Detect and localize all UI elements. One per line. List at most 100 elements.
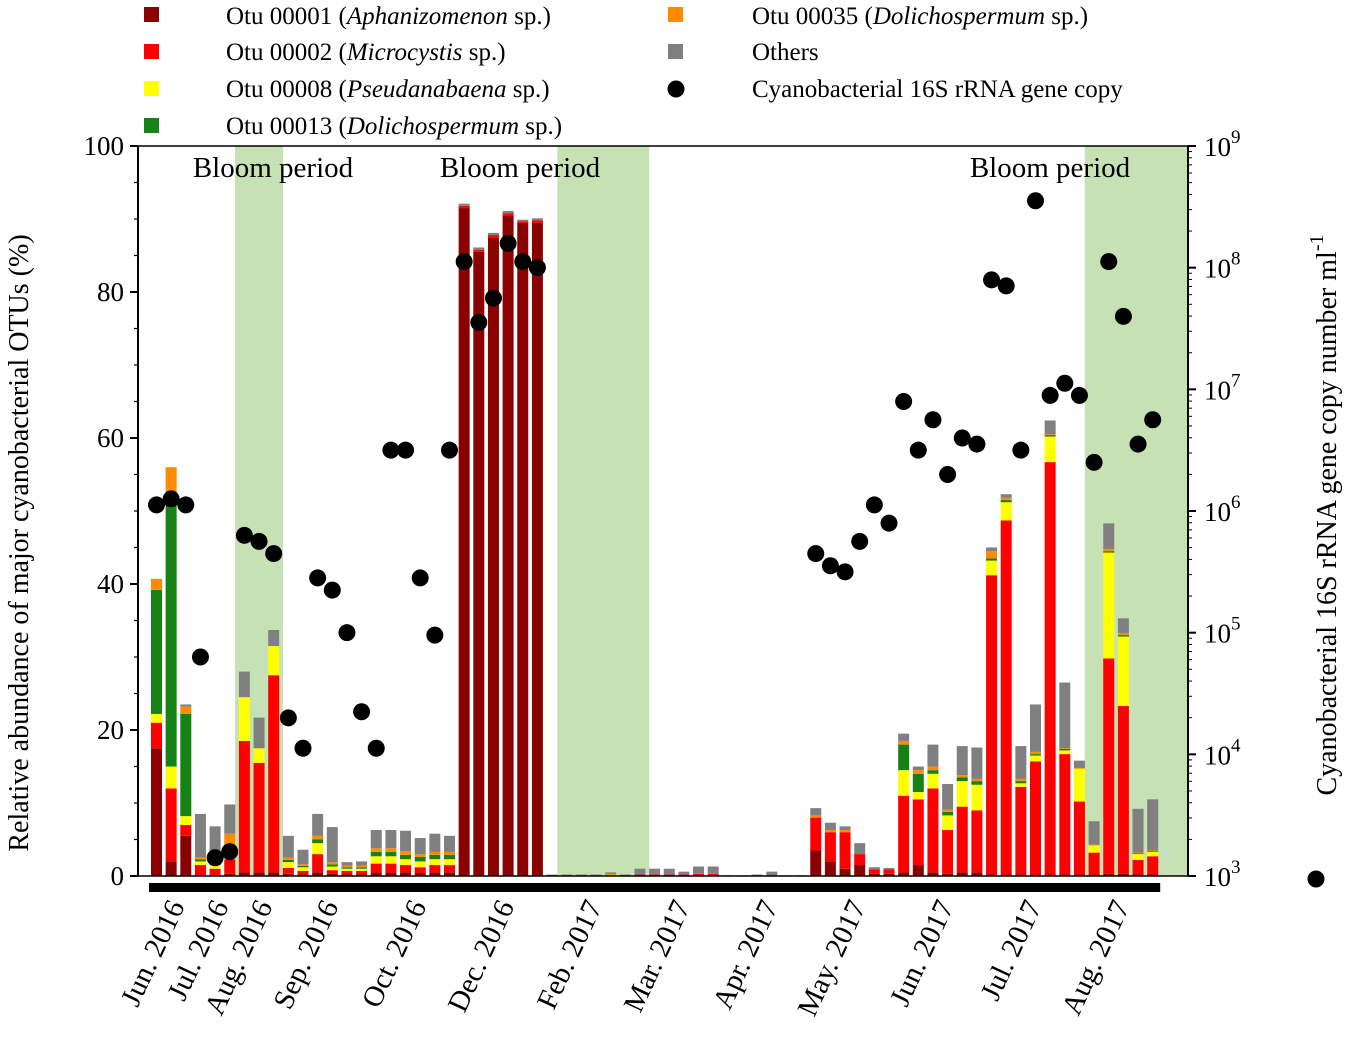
bar-segment-otu2-54 (927, 788, 939, 873)
bar-segment-others-61 (1030, 704, 1041, 752)
bar-segment-otu13-11 (297, 865, 309, 868)
bar-segment-otu8-16 (370, 856, 382, 864)
bar-segment-otu8-56 (956, 781, 968, 807)
bar-segment-others-21 (444, 835, 455, 852)
bar-segment-otu8-68 (1132, 854, 1144, 860)
bar-segment-otu13-12 (312, 839, 324, 844)
legend-label-others: Others (752, 39, 819, 66)
bar-segment-otu35-19 (414, 854, 426, 858)
bar-segment-others-36 (663, 868, 675, 875)
bar-segment-otu35-2 (165, 467, 177, 504)
bar-segment-otu35-64 (1073, 767, 1085, 769)
bar-segment-otu2-50 (868, 869, 880, 874)
bar-segment-others-49 (854, 843, 866, 855)
bar-segment-otu8-65 (1088, 845, 1100, 853)
bar-segment-otu35-54 (927, 766, 939, 771)
month-bracket-3 (236, 883, 282, 892)
bar-segment-otu2-26 (517, 221, 529, 223)
bar-segment-others-60 (1015, 746, 1027, 779)
bar-segment-otu2-55 (942, 830, 954, 874)
bar-segment-others-58 (986, 547, 998, 552)
bar-segment-otu1-66 (1103, 873, 1115, 876)
gene-copy-point-38 (953, 429, 971, 447)
bar-segment-others-34 (634, 868, 646, 875)
bar-segment-others-62 (1044, 420, 1056, 435)
bar-segment-otu2-69 (1147, 856, 1159, 875)
bar-segment-otu13-62 (1044, 435, 1056, 437)
right-tick-label-5: 105 (1204, 614, 1241, 649)
legend-marker-copy (667, 80, 685, 98)
bar-segment-otu13-63 (1059, 748, 1071, 751)
bar-segment-others-48 (839, 826, 851, 831)
bar-segment-otu1-50 (868, 873, 880, 876)
bar-segment-otu2-10 (282, 867, 294, 874)
bars-layer (151, 203, 1159, 877)
bar-segment-otu1-26 (517, 222, 529, 876)
bar-segment-otu35-46 (810, 815, 822, 818)
bar-segment-otu35-20 (429, 851, 441, 855)
bar-segment-otu8-61 (1030, 755, 1041, 762)
bar-segment-otu1-16 (370, 872, 382, 876)
bar-segment-otu8-3 (180, 816, 192, 825)
left-tick-label-80: 80 (97, 277, 124, 307)
bar-segment-otu35-65 (1088, 844, 1100, 846)
bar-segment-otu2-13 (326, 870, 338, 874)
bar-segment-otu13-69 (1147, 851, 1159, 852)
bar-segment-otu8-60 (1015, 783, 1027, 787)
bar-segment-otu35-61 (1030, 751, 1041, 755)
legend-marker-otu13 (144, 118, 159, 133)
gene-copy-point-6 (221, 843, 239, 861)
bar-segment-otu13-4 (194, 859, 206, 862)
bar-segment-otu8-13 (326, 866, 338, 871)
bar-segment-others-12 (312, 813, 324, 836)
bar-segment-otu35-6 (224, 833, 236, 845)
month-label-12: Jul. 2017 (975, 895, 1049, 1005)
bar-segment-otu13-15 (356, 867, 368, 869)
bar-segment-otu2-12 (312, 854, 324, 873)
gene-copy-point-30 (836, 563, 854, 581)
legend-label-otu13: Otu 00013 (Dolichospermum sp.) (226, 113, 562, 140)
bar-segment-otu2-66 (1103, 658, 1115, 874)
gene-copy-point-47 (1085, 453, 1103, 471)
month-label-6: Dec. 2016 (442, 895, 521, 1017)
bar-segment-otu8-2 (165, 766, 177, 789)
gene-copy-point-25 (499, 234, 517, 252)
bar-segment-otu35-18 (400, 851, 412, 855)
month-bracket-10 (808, 883, 897, 892)
right-tick-label-7: 107 (1204, 370, 1241, 405)
bar-segment-others-68 (1132, 808, 1144, 853)
bar-segment-otu35-48 (839, 830, 851, 833)
bar-segment-otu8-9 (268, 646, 280, 676)
month-bracket-12 (984, 883, 1073, 892)
bar-segment-others-20 (429, 833, 441, 852)
bar-segment-otu1-57 (971, 872, 983, 876)
bar-segment-otu13-54 (927, 770, 939, 774)
bar-segment-otu8-4 (194, 861, 206, 866)
bar-segment-otu2-8 (253, 762, 265, 873)
bar-segment-otu35-11 (297, 864, 309, 866)
legend: Otu 00001 (Aphanizomenon sp.) Otu 00002 (… (144, 3, 1123, 140)
gene-copy-point-44 (1041, 386, 1059, 404)
gene-copy-point-5 (206, 849, 224, 867)
right-tick-label-3: 103 (1204, 857, 1241, 892)
axes-layer: 0 20 40 60 80 100 103 104 105 106 107 108 109 (84, 127, 1325, 892)
bar-segment-otu2-15 (356, 870, 368, 875)
gene-copy-point-45 (1056, 374, 1074, 392)
bar-segment-otu13-18 (400, 854, 412, 860)
gene-copy-point-11 (294, 739, 312, 757)
gene-copy-point-26 (514, 253, 532, 271)
gene-copy-point-35 (909, 441, 927, 459)
bar-segment-others-50 (868, 867, 880, 870)
gene-copy-point-19 (411, 569, 429, 587)
bar-segment-otu8-1 (151, 713, 162, 723)
bar-segment-otu2-16 (370, 863, 382, 873)
month-bracket-5 (368, 883, 457, 892)
bar-segment-others-51 (883, 867, 895, 870)
left-tick-label-100: 100 (84, 131, 125, 161)
gene-copy-point-14 (338, 624, 356, 642)
bloom-period-shade-2 (557, 146, 650, 876)
bar-segment-otu8-14 (341, 868, 353, 871)
gene-copy-point-22 (455, 253, 473, 271)
bar-segment-others-23 (473, 247, 485, 250)
bar-segment-otu2-2 (165, 788, 177, 862)
